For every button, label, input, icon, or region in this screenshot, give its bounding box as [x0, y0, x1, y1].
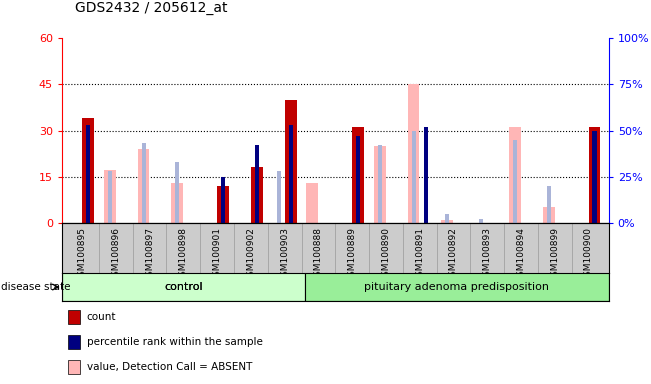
Text: GSM100901: GSM100901 [213, 227, 221, 282]
Bar [592, 131, 596, 223]
Text: GSM100894: GSM100894 [516, 227, 525, 281]
Bar [307, 183, 318, 223]
Bar [284, 100, 297, 223]
Bar [509, 127, 521, 223]
Bar [445, 214, 449, 223]
Text: GSM100897: GSM100897 [145, 227, 154, 282]
Text: GDS2432 / 205612_at: GDS2432 / 205612_at [75, 2, 227, 15]
Bar [589, 127, 600, 223]
Bar [374, 146, 386, 223]
Bar [251, 167, 263, 223]
Text: pituitary adenoma predisposition: pituitary adenoma predisposition [365, 282, 549, 292]
Bar [378, 145, 382, 223]
Text: control: control [164, 282, 202, 292]
Bar [137, 149, 150, 223]
Bar [305, 273, 609, 301]
Text: GSM100898: GSM100898 [179, 227, 188, 282]
Bar [255, 145, 259, 223]
Text: GSM100899: GSM100899 [550, 227, 559, 282]
Text: GSM100902: GSM100902 [246, 227, 255, 281]
Bar [288, 125, 293, 223]
Text: GSM100895: GSM100895 [77, 227, 87, 282]
Text: count: count [87, 312, 116, 322]
Bar [479, 219, 483, 223]
Text: control: control [164, 282, 202, 292]
Bar [217, 186, 229, 223]
Text: GSM100903: GSM100903 [280, 227, 289, 282]
Bar [171, 183, 183, 223]
Text: GSM100889: GSM100889 [348, 227, 357, 282]
Bar [352, 127, 364, 223]
Bar [86, 125, 90, 223]
Text: GSM100888: GSM100888 [314, 227, 323, 282]
Bar [175, 162, 179, 223]
Text: GSM100896: GSM100896 [111, 227, 120, 282]
Text: GSM100890: GSM100890 [381, 227, 391, 282]
Text: percentile rank within the sample: percentile rank within the sample [87, 337, 262, 347]
Bar [543, 207, 555, 223]
Bar [82, 118, 94, 223]
Text: GSM100900: GSM100900 [584, 227, 593, 282]
Text: value, Detection Call = ABSENT: value, Detection Call = ABSENT [87, 362, 252, 372]
Bar [408, 84, 419, 223]
Bar [441, 220, 453, 223]
Bar [104, 170, 116, 223]
Bar [108, 171, 112, 223]
Text: GSM100892: GSM100892 [449, 227, 458, 281]
Text: disease state: disease state [1, 282, 70, 292]
Text: GSM100893: GSM100893 [482, 227, 492, 282]
Bar [411, 131, 415, 223]
Bar [424, 127, 428, 223]
Bar [221, 177, 225, 223]
Bar [141, 144, 146, 223]
Bar [356, 136, 360, 223]
Text: GSM100891: GSM100891 [415, 227, 424, 282]
Bar [513, 140, 517, 223]
Bar [62, 273, 305, 301]
Bar [547, 186, 551, 223]
Bar [277, 171, 281, 223]
